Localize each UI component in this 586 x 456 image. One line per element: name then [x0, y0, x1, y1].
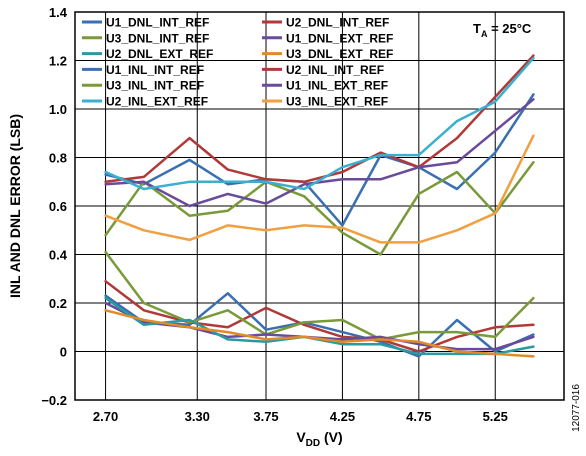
y-tick-label: 0.2 — [49, 296, 67, 311]
x-tick-label: 4.25 — [330, 409, 355, 424]
legend-label: U3_DNL_INT_REF — [106, 31, 209, 45]
legend-label: U2_DNL_EXT_REF — [106, 47, 213, 61]
legend-label: U1_INL_INT_REF — [106, 63, 204, 77]
y-tick-label: 0.6 — [49, 199, 67, 214]
y-tick-label: 1.4 — [49, 5, 68, 20]
y-axis-label: INL AND DNL ERROR (LSB) — [7, 114, 23, 298]
legend-label: U1_DNL_INT_REF — [106, 16, 209, 30]
legend-label: U3_INL_INT_REF — [106, 79, 204, 93]
legend-label: U3_INL_EXT_REF — [286, 95, 388, 109]
y-tick-label: 1.0 — [49, 102, 67, 117]
y-tick-label: −0.2 — [41, 393, 67, 408]
legend-label: U2_INL_EXT_REF — [106, 95, 208, 109]
x-tick-label: 4.75 — [406, 409, 431, 424]
figure-id: 12077-016 — [571, 384, 582, 432]
y-tick-label: 0 — [60, 345, 67, 360]
legend-label: U2_INL_INT_REF — [286, 63, 384, 77]
x-tick-label: 3.75 — [253, 409, 278, 424]
legend-label: U1_INL_EXT_REF — [286, 79, 388, 93]
x-axis-label: VDD (V) — [296, 429, 342, 449]
legend-label: U3_DNL_EXT_REF — [286, 47, 393, 61]
legend-label: U2_DNL_INT_REF — [286, 16, 389, 30]
x-tick-labels: 2.70 3.30 3.75 4.25 4.75 5.25 — [93, 409, 508, 424]
x-tick-label: 5.25 — [483, 409, 508, 424]
y-tick-label: 0.8 — [49, 151, 67, 166]
x-tick-label: 2.70 — [93, 409, 118, 424]
legend-label: U1_DNL_EXT_REF — [286, 31, 393, 45]
y-tick-label: 1.2 — [49, 54, 67, 69]
y-tick-label: 0.4 — [49, 248, 68, 263]
x-tick-label: 3.30 — [185, 409, 210, 424]
y-tick-labels: −0.2 0 0.2 0.4 0.6 0.8 1.0 1.2 1.4 — [41, 5, 67, 408]
